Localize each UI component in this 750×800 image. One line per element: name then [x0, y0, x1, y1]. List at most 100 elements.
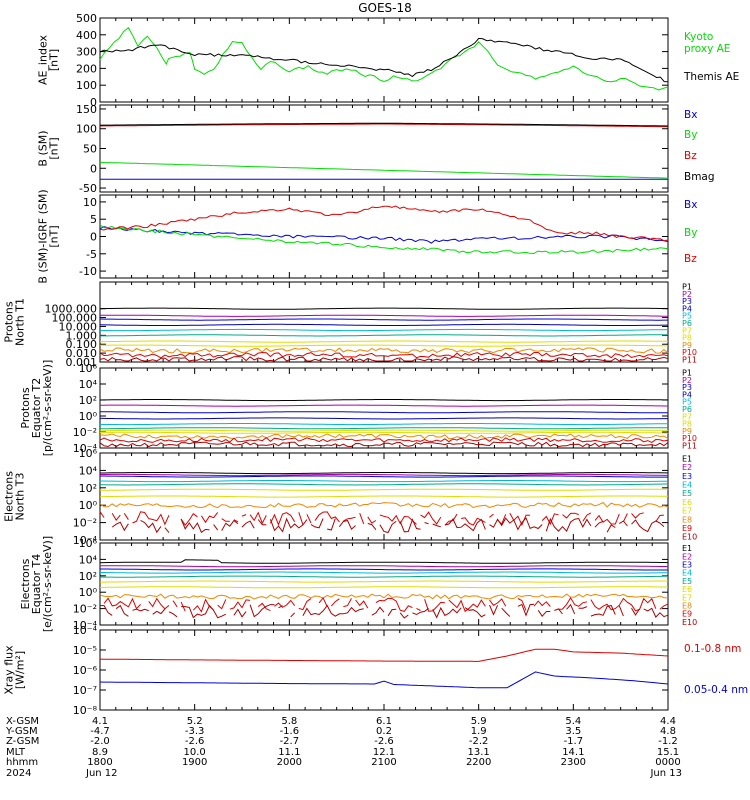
channel-line-p7 — [99, 340, 668, 343]
channel-line-e8 — [99, 501, 669, 509]
y-tick-label: 10⁻⁴ — [73, 624, 98, 637]
y-tick-label: 100.000 — [52, 312, 98, 325]
channel-line-e10 — [112, 518, 668, 533]
x-axis-row-label: hhmm — [6, 757, 38, 768]
x-axis-value: 1900 — [182, 757, 207, 768]
series-line-kyoto-proxy-ae — [99, 27, 669, 91]
channel-label: E3 — [682, 472, 692, 481]
x-axis-value: 5.9 — [471, 716, 487, 727]
y-tick-label: -10 — [79, 265, 97, 278]
channel-label: P2 — [682, 376, 692, 385]
channel-label: E10 — [682, 533, 697, 542]
y-tick-label: 50 — [83, 143, 97, 156]
channel-line-e6 — [100, 488, 668, 491]
series-line-themis-ae — [99, 37, 669, 83]
x-axis-value: 3.5 — [565, 726, 581, 737]
channel-label: E8 — [682, 602, 692, 611]
y-axis-label: [p/(cm²-s-sr-keV)] — [41, 360, 54, 457]
legend-entry: Kyoto — [684, 31, 713, 43]
channel-line-e2 — [100, 473, 668, 477]
channel-label: E2 — [682, 552, 692, 561]
channel-line-p2 — [100, 404, 668, 407]
y-tick-label: 0.100 — [66, 338, 98, 351]
legend-entry: By — [684, 227, 697, 239]
channel-line-p7 — [100, 429, 669, 432]
legend-entry: Bz — [684, 150, 697, 162]
y-tick-label: 10⁻⁴ — [73, 619, 98, 632]
channel-label: P3 — [682, 297, 692, 306]
channel-line-p1 — [99, 399, 668, 402]
y-tick-label: 10⁻² — [73, 603, 97, 616]
channel-line-p9 — [99, 433, 669, 440]
y-tick-label: 10⁴ — [79, 378, 98, 391]
x-axis-value: -2.2 — [469, 736, 489, 747]
x-axis-value: 12.1 — [373, 747, 395, 758]
x-axis-value: 5.4 — [565, 716, 581, 727]
y-axis-label: Protons — [19, 387, 32, 428]
y-tick-label: 0.010 — [66, 347, 98, 360]
channel-label: E3 — [682, 561, 692, 570]
x-axis-value: 4.4 — [660, 716, 676, 727]
channel-line-e4 — [100, 571, 669, 574]
x-axis-value: -2.6 — [185, 736, 205, 747]
channel-label: P6 — [682, 405, 692, 414]
y-tick-label: 10⁻⁴ — [73, 534, 98, 547]
y-tick-label: 10⁰ — [79, 586, 98, 599]
x-axis-row-label: Z-GSM — [6, 736, 39, 747]
channel-line-e3 — [100, 568, 668, 571]
x-axis-value: 0000 — [655, 757, 680, 768]
channel-label: P2 — [682, 290, 692, 299]
y-axis-label: North T1 — [14, 298, 27, 346]
y-tick-label: 10⁻² — [73, 517, 97, 530]
x-axis-value: 2000 — [277, 757, 302, 768]
legend-entry: Bx — [684, 199, 697, 211]
legend-entry: 0.1-0.8 nm — [684, 643, 741, 655]
y-tick-label: 0 — [90, 231, 97, 244]
channel-label: E5 — [682, 489, 692, 498]
series-line-bz — [99, 123, 669, 128]
y-tick-label: 10⁻⁶ — [73, 664, 98, 677]
y-tick-label: 10² — [79, 570, 97, 583]
channel-line-p10 — [99, 351, 669, 359]
x-axis-value: 2100 — [371, 757, 396, 768]
channel-line-e7 — [100, 586, 668, 589]
y-tick-label: 400 — [76, 29, 97, 42]
panel-frame — [99, 194, 669, 279]
channel-line-e4 — [100, 480, 669, 483]
y-tick-label: 10⁶ — [79, 537, 98, 550]
y-tick-label: 10⁻⁴ — [73, 442, 98, 455]
x-axis-value: -1.7 — [564, 736, 584, 747]
y-axis-label: [nT] — [48, 49, 61, 71]
channel-line-p9 — [99, 347, 669, 354]
channel-line-p11 — [99, 356, 669, 362]
x-axis-value: -1.6 — [280, 726, 300, 737]
y-tick-label: 10⁻⁷ — [73, 684, 97, 697]
channel-line-e9 — [100, 512, 668, 526]
y-tick-label: 10⁴ — [79, 464, 98, 477]
x-axis-value: -2.0 — [90, 736, 110, 747]
channel-label: P1 — [682, 369, 692, 378]
channel-label: P3 — [682, 383, 692, 392]
y-axis-label: B (SM)-IGRF (SM) — [37, 189, 50, 283]
channel-line-p3 — [99, 318, 668, 321]
legend-entry: Bx — [684, 109, 697, 121]
channel-line-e1 — [100, 472, 668, 475]
x-axis-value: 4.8 — [660, 726, 676, 737]
series-line-bz — [99, 205, 669, 242]
channel-label: P4 — [682, 304, 692, 313]
y-axis-label: AE_index — [37, 34, 50, 85]
x-axis-value: 14.1 — [562, 747, 584, 758]
channel-label: E4 — [682, 480, 692, 489]
channel-label: E10 — [682, 618, 697, 627]
channel-label: P8 — [682, 420, 692, 429]
x-axis-value: 5.8 — [281, 716, 297, 727]
x-axis-value: -2.7 — [280, 736, 300, 747]
channel-label: P6 — [682, 319, 692, 328]
y-tick-label: 0 — [90, 96, 97, 109]
channel-line-e9 — [103, 596, 669, 613]
x-axis-value: -2.6 — [374, 736, 394, 747]
channel-line-e10 — [99, 603, 669, 619]
y-tick-label: 10⁰ — [79, 410, 98, 423]
panel-protons_t1: 0.0010.0100.1001.00010.000100.0001000.00… — [3, 281, 697, 369]
